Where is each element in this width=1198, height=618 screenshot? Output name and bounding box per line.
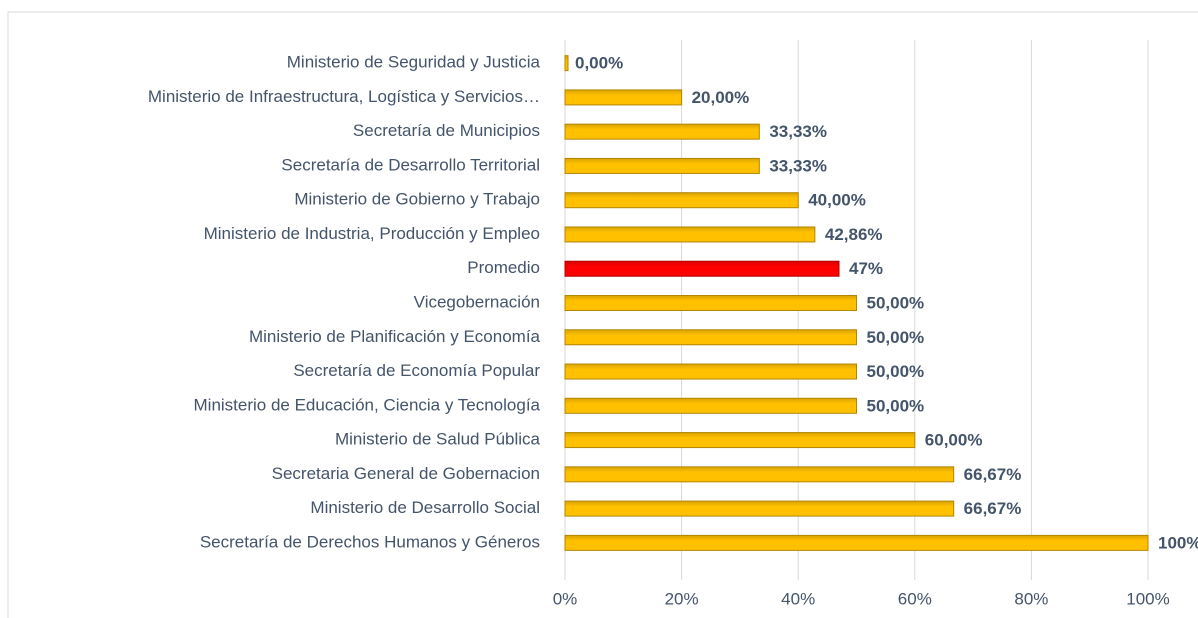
bar [564,55,569,72]
value-label: 42,86% [825,225,883,244]
value-label: 20,00% [692,88,750,107]
bar [564,500,955,517]
value-label: 100% [1158,533,1198,552]
value-label: 40,00% [808,191,866,210]
value-label: 66,67% [964,499,1022,518]
value-label: 50,00% [867,328,925,347]
value-label: 33,33% [769,122,827,141]
y-tick-label: Ministerio de Gobierno y Trabajo [294,190,540,209]
value-label: 50,00% [867,362,925,381]
y-tick-label: Secretaría de Economía Popular [293,361,540,380]
x-tick-label: 0% [553,589,578,608]
y-tick-label: Ministerio de Planificación y Economía [249,327,541,346]
x-tick-label: 60% [898,589,932,608]
y-tick-label: Promedio [467,258,540,277]
value-label: 0,00% [575,54,623,73]
y-tick-label: Ministerio de Seguridad y Justicia [287,53,541,72]
bar [564,432,916,449]
chart-frame [7,11,1198,618]
bar [564,534,1149,551]
y-tick-label: Ministerio de Educación, Ciencia y Tecno… [194,395,541,414]
y-tick-label: Vicegobernación [414,292,540,311]
bar [564,157,760,174]
value-label: 66,67% [964,465,1022,484]
bar [564,363,857,380]
value-label: 47% [849,259,883,278]
value-label: 50,00% [867,293,925,312]
bar [564,329,857,346]
y-tick-label: Secretaría de Municipios [353,121,540,140]
value-label: 33,33% [769,156,827,175]
bar [564,466,955,483]
value-label: 50,00% [867,396,925,415]
x-tick-label: 20% [665,589,699,608]
bar [564,89,683,106]
x-tick-label: 40% [781,589,815,608]
bar [564,226,816,243]
bar [564,295,857,311]
y-tick-label: Ministerio de Salud Pública [335,430,541,449]
y-tick-label: Secretaría de Desarrollo Territorial [281,155,540,174]
bar [564,260,840,277]
x-tick-label: 80% [1014,589,1048,608]
value-label: 60,00% [925,431,983,450]
y-tick-label: Ministerio de Desarrollo Social [310,498,540,517]
y-tick-label: Ministerio de Infraestructura, Logística… [148,87,540,106]
bar [564,192,799,209]
bar [564,397,857,414]
y-tick-label: Ministerio de Industria, Producción y Em… [204,224,540,243]
y-tick-label: Secretaría de Derechos Humanos y Géneros [200,532,540,551]
y-tick-label: Secretaria General de Gobernacion [272,464,540,483]
x-tick-label: 100% [1126,589,1169,608]
bar [564,123,760,140]
